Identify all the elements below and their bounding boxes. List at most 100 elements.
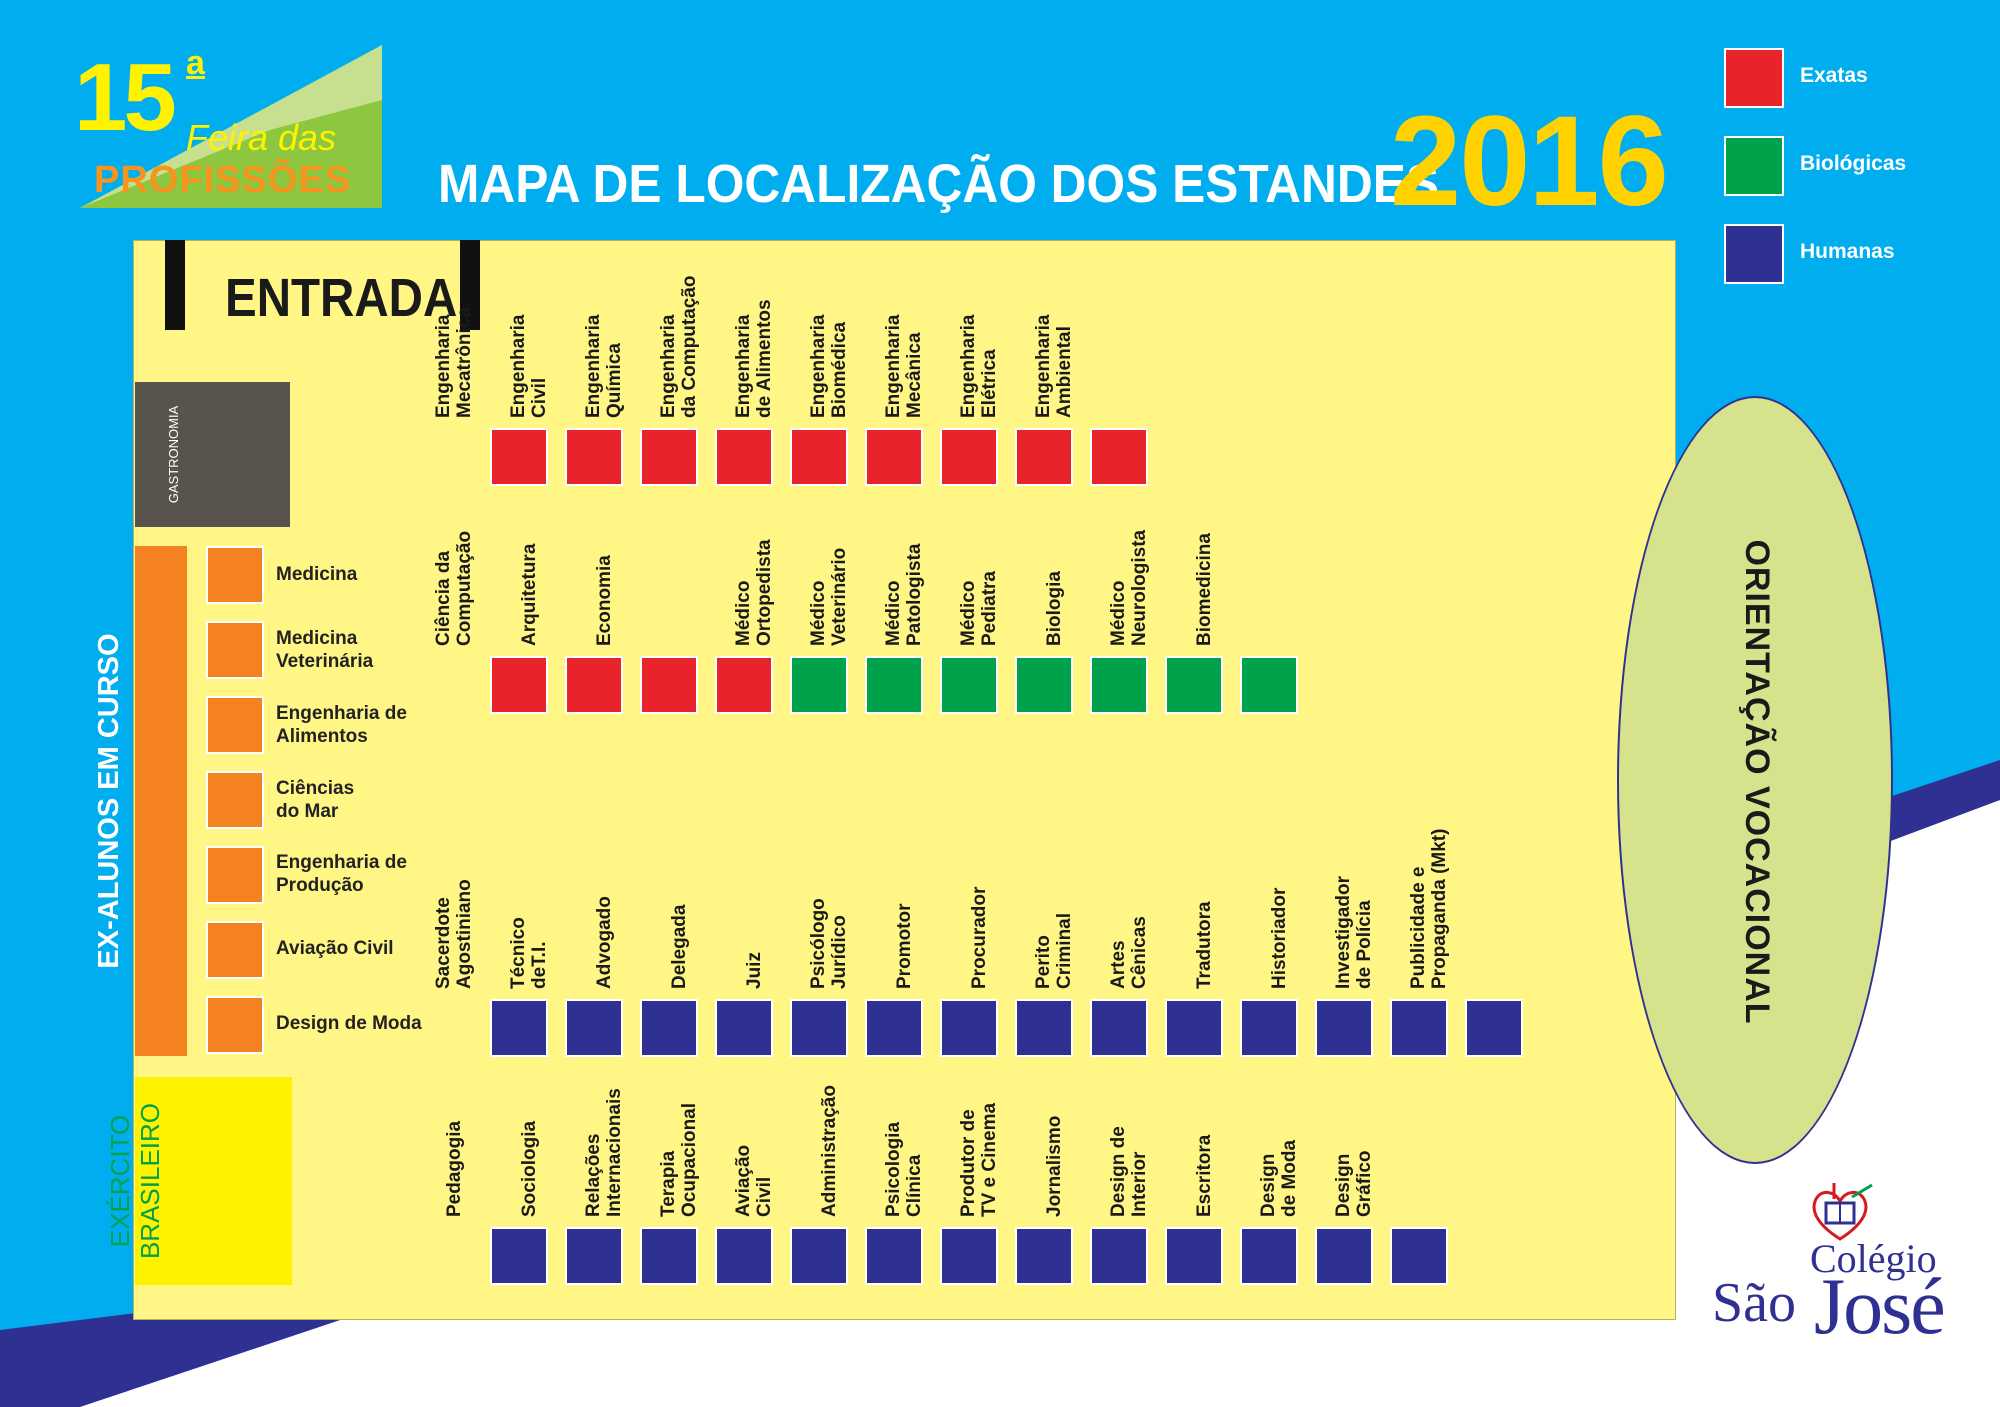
stand-label-line: de Polícia bbox=[1354, 900, 1375, 989]
logo-number: 15 bbox=[74, 44, 177, 151]
stand-exatas bbox=[865, 428, 923, 486]
stand-label-line: Jurídico bbox=[829, 915, 850, 989]
stand-humanas bbox=[1390, 1227, 1448, 1285]
stand-humanas bbox=[1165, 999, 1223, 1057]
stand-label: Advogado bbox=[569, 785, 639, 995]
stand-label-line: Ciência da bbox=[433, 550, 454, 646]
legend-swatch-biologicas bbox=[1724, 136, 1784, 196]
stand-label-line: Interior bbox=[1129, 1151, 1150, 1217]
stand-label: Relações Internacionais bbox=[569, 1013, 639, 1223]
stand-label-line: Clínica bbox=[904, 1154, 925, 1217]
stand-exatas bbox=[715, 656, 773, 714]
school-name-line2a: São bbox=[1712, 1272, 1796, 1334]
stand-label-line: Cênicas bbox=[1129, 916, 1150, 989]
stand-label: Administração bbox=[794, 1013, 864, 1223]
stand-humanas bbox=[865, 999, 923, 1057]
stand-label-line: Veterinário bbox=[829, 547, 850, 646]
stand-humanas bbox=[865, 1227, 923, 1285]
stand-label-line: Médico bbox=[883, 580, 904, 646]
stand-label-line: Perito bbox=[1033, 935, 1054, 989]
stand-biologicas bbox=[940, 656, 998, 714]
stand-label: Biomedicina bbox=[1169, 442, 1239, 652]
stand-label-line: Delegada bbox=[668, 904, 690, 989]
stand-label-line: Engenharia bbox=[883, 314, 904, 418]
stand-label-line: Historiador bbox=[1268, 887, 1290, 989]
stand-label: Tradutora bbox=[1169, 785, 1239, 995]
stand-label: Procurador bbox=[944, 785, 1014, 995]
stand-label-line: Pedagogia bbox=[443, 1120, 465, 1217]
stand-exatas bbox=[940, 428, 998, 486]
legend: Exatas Biológicas Humanas bbox=[1722, 48, 1962, 288]
stand-label: Jornalismo bbox=[1019, 1013, 1089, 1223]
ex-aluno-stand-5 bbox=[206, 846, 264, 904]
stand-label: Design de Interior bbox=[1094, 1013, 1164, 1223]
stand-label-line: Design bbox=[1333, 1153, 1354, 1217]
stand-label-line: Engenharia bbox=[433, 314, 454, 418]
stand-label-line: Juiz bbox=[743, 952, 765, 989]
stand-humanas bbox=[565, 999, 623, 1057]
stand-exatas bbox=[640, 428, 698, 486]
ex-alunos-bar: EX-ALUNOS EM CURSO bbox=[93, 546, 187, 1056]
stand-label-line: Pediatra bbox=[979, 571, 1000, 646]
ex-aluno-label-6: Aviação Civil bbox=[276, 938, 394, 959]
stand-label-line: Investigador bbox=[1333, 876, 1354, 989]
stand-label-line: Procurador bbox=[968, 886, 990, 989]
stand-humanas bbox=[790, 999, 848, 1057]
stand-label-line: Civil bbox=[529, 377, 550, 418]
ex-aluno-stand-7 bbox=[206, 996, 264, 1054]
legend-label-biologicas: Biológicas bbox=[1800, 152, 1907, 175]
stand-label-line: Agostiniano bbox=[454, 879, 475, 989]
stand-label-line: Psicólogo bbox=[808, 898, 829, 989]
stand-label: Produtor de TV e Cinema bbox=[944, 1013, 1014, 1223]
ex-aluno-label-7: Design de Moda bbox=[276, 1013, 422, 1034]
gastronomia-area: GASTRONOMIA bbox=[135, 382, 290, 527]
ex-aluno-label-3: Engenharia de Alimentos bbox=[276, 703, 407, 747]
stand-label-line: Relações bbox=[583, 1133, 604, 1217]
logo-line1: Feira das bbox=[186, 117, 337, 158]
stand-label-line: Médico bbox=[733, 580, 754, 646]
orientacao-label-wrap: ORIENTAÇÃO VOCACIONAL bbox=[1715, 398, 1799, 1166]
stand-label-line: Civil bbox=[754, 1176, 775, 1217]
stand-label-line: Biomedicina bbox=[1193, 533, 1215, 646]
stand-label-line: Engenharia bbox=[658, 314, 679, 418]
stand-label: Biologia bbox=[1019, 442, 1089, 652]
stand-humanas bbox=[790, 1227, 848, 1285]
stand-label-line: Tradutora bbox=[1193, 901, 1215, 989]
stand-label-column: Design Gráfico bbox=[1333, 1013, 1459, 1223]
stand-label-line: Promotor bbox=[893, 903, 915, 990]
school-name-line1: Colégio bbox=[1810, 1236, 1937, 1281]
year-label: 2016 bbox=[1390, 90, 1669, 233]
stand-label: Design Gráfico bbox=[1319, 1013, 1389, 1223]
stand-biologicas bbox=[1090, 656, 1148, 714]
stand-label: Delegada bbox=[644, 785, 714, 995]
stand-label: Médico Patologista bbox=[869, 442, 939, 652]
stand-label-line: Terapia bbox=[658, 1150, 679, 1217]
stand-biologicas bbox=[1015, 656, 1073, 714]
ex-aluno-stand-6 bbox=[206, 921, 264, 979]
school-logo: Colégio São José bbox=[1700, 1175, 1980, 1385]
stand-humanas bbox=[1090, 1227, 1148, 1285]
stand-humanas bbox=[715, 999, 773, 1057]
fair-logo: 15 a Feira das PROFISSÕES bbox=[70, 40, 390, 215]
stand-label-line: Mecatrônica bbox=[454, 307, 475, 418]
stand-label-line: Economia bbox=[593, 555, 615, 646]
stand-label-line: Escritora bbox=[1193, 1134, 1215, 1217]
stand-label-line: Neurologista bbox=[1129, 529, 1150, 646]
legend-swatch-exatas bbox=[1724, 48, 1784, 108]
stand-label: Engenharia da Computação bbox=[644, 214, 714, 424]
stand-humanas bbox=[1315, 1227, 1373, 1285]
stand-humanas bbox=[640, 1227, 698, 1285]
stand-label-line: Artes bbox=[1108, 940, 1129, 989]
stand-label: Economia bbox=[569, 442, 639, 652]
ex-aluno-label-1: Medicina bbox=[276, 564, 358, 585]
stand-label-line: Jornalismo bbox=[1043, 1115, 1065, 1217]
stand-label-line: Ortopedista bbox=[754, 539, 775, 646]
stand-label: Aviação Civil bbox=[719, 1013, 789, 1223]
legend-label-exatas: Exatas bbox=[1800, 64, 1868, 87]
entrance-label: ENTRADA bbox=[225, 268, 458, 328]
logo-line2: PROFISSÕES bbox=[94, 159, 352, 201]
stand-label: Médico Ortopedista bbox=[719, 442, 789, 652]
stand-humanas bbox=[490, 999, 548, 1057]
